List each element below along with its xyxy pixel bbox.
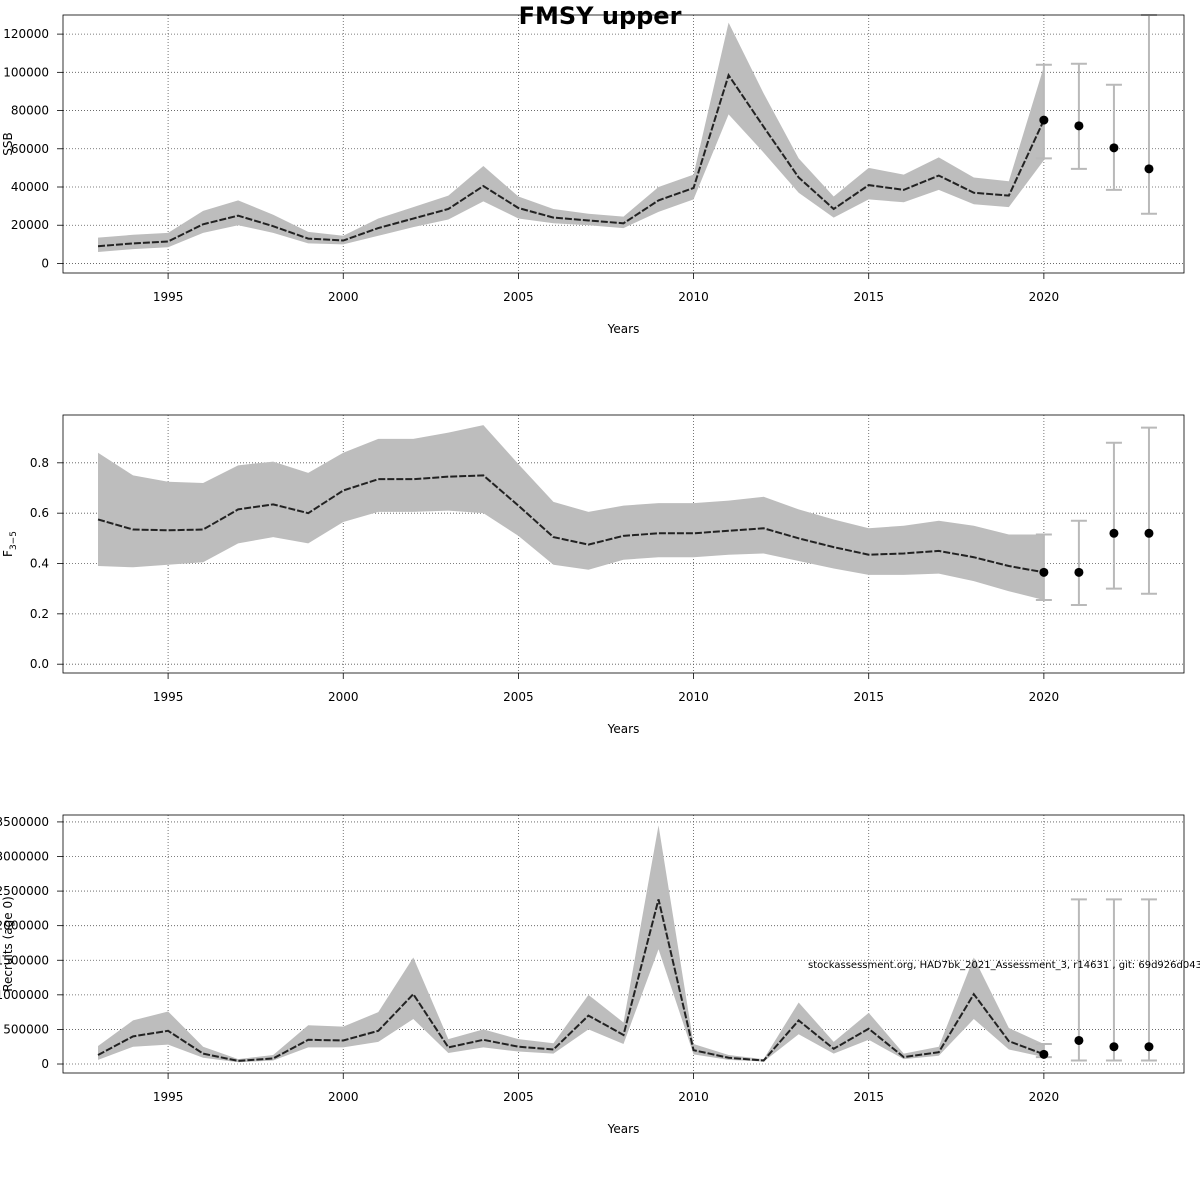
y-axis-label: F3−5 — [1, 531, 19, 557]
x-tick-label: 2005 — [503, 1090, 534, 1104]
forecast-errorbar — [1035, 533, 1052, 602]
forecast-errorbar — [1105, 898, 1122, 1062]
x-tick-label: 2015 — [853, 290, 884, 304]
forecast-point — [1144, 528, 1154, 538]
x-tick-label: 2020 — [1029, 290, 1060, 304]
y-tick-label: 120000 — [3, 27, 49, 41]
estimate-line — [97, 899, 1045, 1062]
y-tick-label: 0.0 — [30, 657, 49, 671]
forecast-errorbar — [1105, 441, 1122, 590]
forecast-errorbar — [1140, 426, 1157, 595]
y-tick-label: 1500000 — [0, 953, 49, 967]
y-tick-label: 60000 — [11, 142, 49, 156]
y-tick-label: 0 — [41, 1057, 49, 1071]
y-tick-label: 500000 — [3, 1022, 49, 1036]
x-tick-label: 2005 — [503, 690, 534, 704]
x-tick-label: 2000 — [328, 1090, 359, 1104]
x-tick-label: 1995 — [153, 1090, 184, 1104]
annotation-text: stockassessment.org, HAD7bk_2021_Assessm… — [808, 960, 1200, 971]
y-tick-label: 0 — [41, 256, 49, 270]
y-tick-label: 0.8 — [30, 456, 49, 470]
forecast-errorbar — [1035, 63, 1052, 160]
x-tick-label: 2000 — [328, 290, 359, 304]
x-tick-label: 1995 — [153, 690, 184, 704]
x-axis-label: Years — [607, 322, 640, 336]
y-tick-label: 2500000 — [0, 884, 49, 898]
x-axis-label: Years — [607, 722, 640, 736]
plot-frame — [62, 814, 1185, 1074]
x-tick-label: 2015 — [853, 690, 884, 704]
y-tick-label: 80000 — [11, 104, 49, 118]
forecast-point — [1074, 1035, 1084, 1045]
y-tick-label: 1000000 — [0, 988, 49, 1002]
x-tick-label: 2010 — [678, 1090, 709, 1104]
forecast-point — [1144, 1042, 1154, 1052]
x-axis-label: Years — [607, 1122, 640, 1136]
forecast-point — [1074, 567, 1084, 577]
y-tick-label: 3000000 — [0, 850, 49, 864]
y-tick-label: 3500000 — [0, 815, 49, 829]
x-tick-label: 2000 — [328, 690, 359, 704]
x-tick-label: 1995 — [153, 290, 184, 304]
x-tick-label: 2020 — [1029, 690, 1060, 704]
confidence-band — [98, 425, 1044, 601]
plot-frame — [62, 414, 1185, 674]
x-tick-label: 2015 — [853, 1090, 884, 1104]
y-axis-label: SSB — [1, 132, 15, 155]
chart-title: FMSY upper — [519, 2, 682, 30]
forecast-point — [1109, 1042, 1119, 1052]
forecast-point — [1074, 121, 1084, 131]
forecast-point — [1144, 164, 1154, 174]
forecast-point — [1039, 1049, 1049, 1059]
panel-2: 1995 2000 2005 2010 2015 2020 0.0 0.2 0.4 0.6 0.8 Y… — [1, 414, 1185, 736]
forecast-errorbar — [1140, 898, 1157, 1062]
y-tick-label: 0.4 — [30, 557, 49, 571]
y-tick-label: 0.6 — [30, 506, 49, 520]
estimate-line — [97, 474, 1045, 574]
forecast-point — [1109, 528, 1119, 538]
y-tick-label: 100000 — [3, 65, 49, 79]
y-tick-label: 20000 — [11, 218, 49, 232]
y-tick-label: 40000 — [11, 180, 49, 194]
x-tick-label: 2005 — [503, 290, 534, 304]
panel-1: 1995 2000 2005 2010 2015 2020 0 20000 40000 60000… — [1, 14, 1185, 336]
forecast-errorbar — [1070, 519, 1087, 607]
plot-frame — [62, 14, 1185, 274]
confidence-band — [98, 22, 1044, 252]
estimate-line — [97, 72, 1045, 248]
confidence-band — [98, 825, 1044, 1063]
x-tick-label: 2010 — [678, 290, 709, 304]
forecast-errorbar — [1140, 14, 1157, 215]
forecast-errorbar — [1070, 898, 1087, 1062]
forecast-errorbar — [1105, 83, 1122, 191]
panel-3: 1995 2000 2005 2010 2015 2020 0 500000 1000000 15… — [0, 814, 1185, 1136]
forecast-point — [1109, 143, 1119, 153]
y-tick-label: 0.2 — [30, 607, 49, 621]
forecast-point — [1039, 115, 1049, 125]
forecast-point — [1039, 567, 1049, 577]
y-axis-label: Recruits (age 0) — [1, 896, 15, 992]
x-tick-label: 2020 — [1029, 1090, 1060, 1104]
x-tick-label: 2010 — [678, 690, 709, 704]
y-tick-label: 2000000 — [0, 919, 49, 933]
forecast-errorbar — [1070, 62, 1087, 170]
